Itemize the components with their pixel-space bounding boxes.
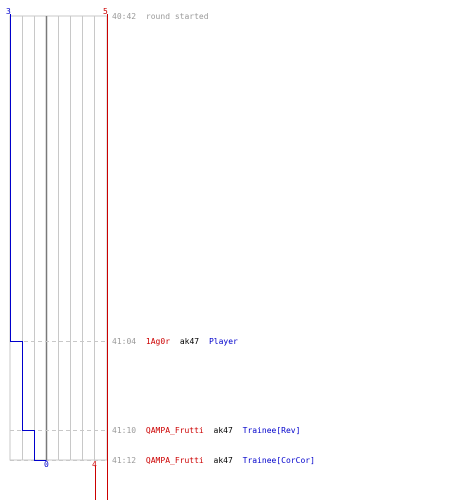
kill-event: 41:12 QAMPA_Frutti ak47 Trainee[CorCor] xyxy=(112,456,315,465)
victim-name[interactable]: Trainee[Rev] xyxy=(243,426,301,435)
red-count-top: 5 xyxy=(103,7,108,16)
victim-name[interactable]: Trainee[CorCor] xyxy=(243,456,315,465)
weapon-name: ak47 xyxy=(214,456,233,465)
round-start-label: round started xyxy=(146,12,209,21)
grid xyxy=(9,15,108,461)
killer-name[interactable]: 1Ag0r xyxy=(146,337,170,346)
kill-event: 41:04 1Ag0r ak47 Player xyxy=(112,337,238,346)
event-time: 41:04 xyxy=(112,337,136,346)
killer-name[interactable]: QAMPA_Frutti xyxy=(146,456,204,465)
red-count-bottom: 4 xyxy=(92,460,97,469)
weapon-name: ak47 xyxy=(180,337,199,346)
kill-event: 41:10 QAMPA_Frutti ak47 Trainee[Rev] xyxy=(112,426,300,435)
blue-count-bottom: 0 xyxy=(44,460,49,469)
killer-name[interactable]: QAMPA_Frutti xyxy=(146,426,204,435)
blue-count-top: 3 xyxy=(6,7,11,16)
round-start-time: 40:42 xyxy=(112,12,136,21)
victim-name[interactable]: Player xyxy=(209,337,238,346)
weapon-name: ak47 xyxy=(214,426,233,435)
event-time: 41:12 xyxy=(112,456,136,465)
round-start-entry: 40:42 round started xyxy=(112,12,209,21)
blue-team-line xyxy=(10,14,47,461)
event-time: 41:10 xyxy=(112,426,136,435)
